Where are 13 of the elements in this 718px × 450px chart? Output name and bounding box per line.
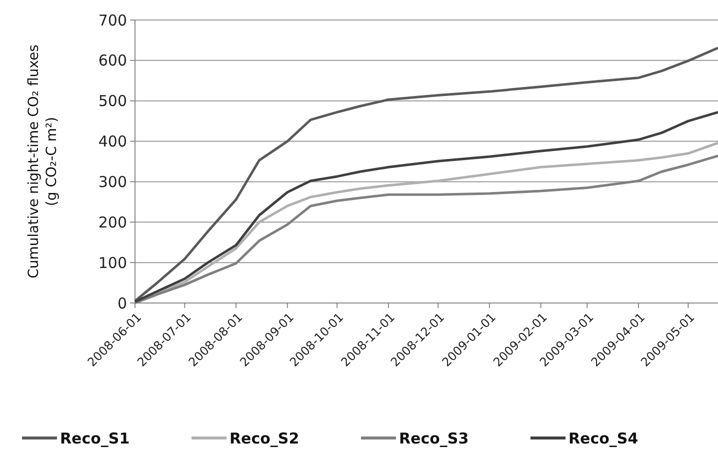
y-tick-label: 100 bbox=[98, 254, 127, 272]
legend-label: Reco_S3 bbox=[399, 429, 469, 448]
legend-label: Reco_S4 bbox=[568, 429, 638, 448]
y-tick-label: 700 bbox=[98, 11, 127, 30]
y-tick-label: 600 bbox=[98, 52, 127, 70]
y-axis-title: Cumulative night-time CO₂ fluxes (g CO₂-C m²) bbox=[26, 44, 60, 278]
y-tick-label: 0 bbox=[117, 294, 127, 312]
y-tick-label: 300 bbox=[98, 172, 127, 191]
y-tick-label: 500 bbox=[98, 92, 127, 110]
y-tick-label: 400 bbox=[98, 132, 127, 151]
y-tick-label: 200 bbox=[98, 213, 127, 232]
legend-label: Reco_S1 bbox=[60, 429, 130, 448]
legend-label: Reco_S2 bbox=[230, 429, 300, 448]
